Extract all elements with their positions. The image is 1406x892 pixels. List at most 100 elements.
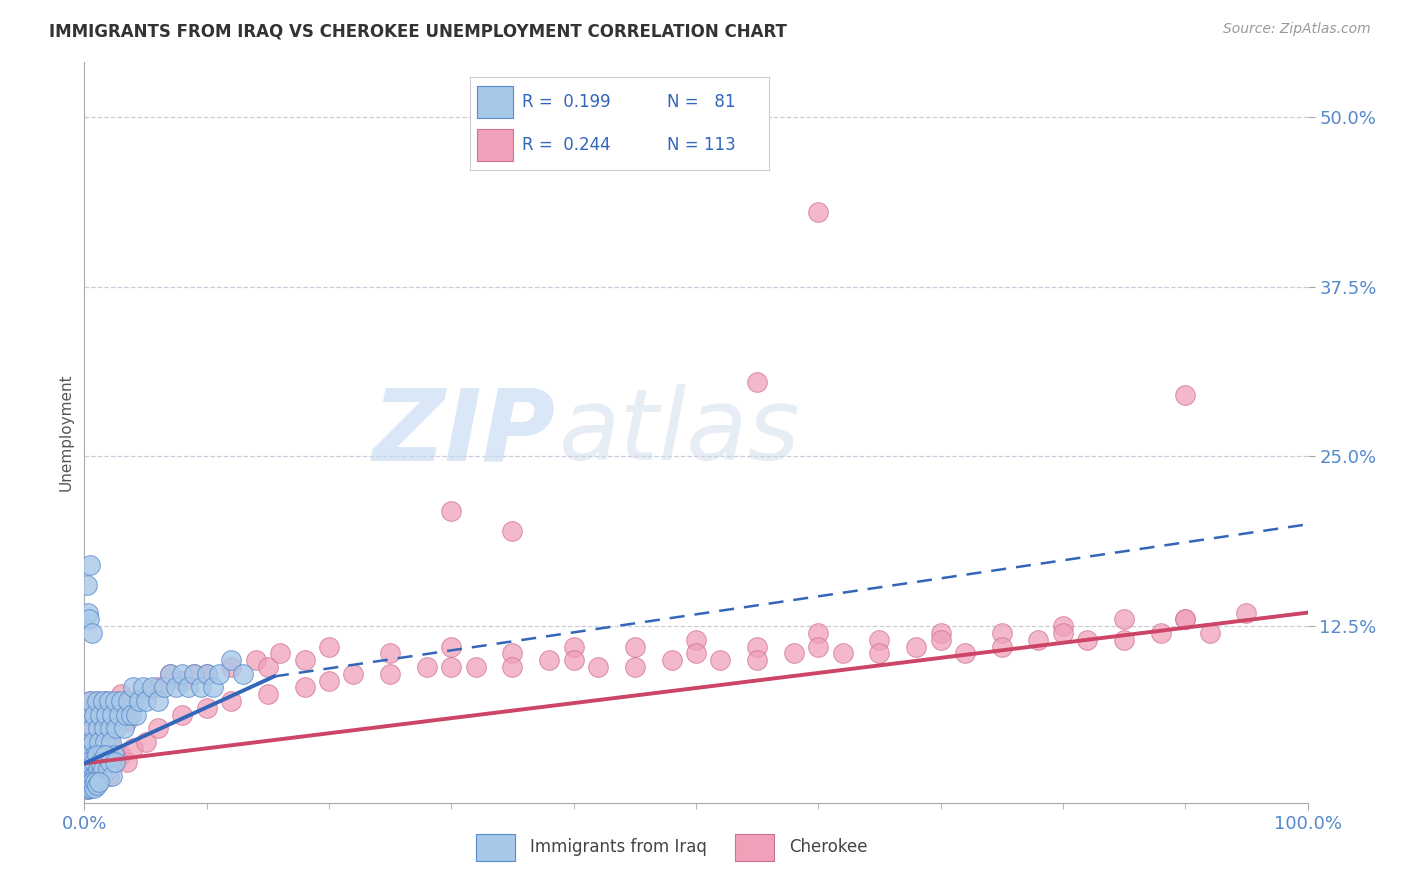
Point: [502, 524, 524, 538]
Point: [1174, 612, 1197, 626]
Point: [84, 748, 107, 763]
Text: Source: ZipAtlas.com: Source: ZipAtlas.com: [1223, 22, 1371, 37]
Point: [79, 769, 101, 783]
Point: [257, 660, 280, 674]
Point: [1150, 626, 1173, 640]
Point: [77, 755, 100, 769]
Point: [83, 755, 105, 769]
Point: [82, 777, 104, 791]
Point: [953, 646, 976, 660]
Point: [464, 660, 486, 674]
Point: [79, 775, 101, 789]
Point: [79, 558, 101, 572]
Point: [146, 721, 169, 735]
Point: [91, 721, 114, 735]
Point: [562, 640, 585, 654]
Point: [77, 762, 100, 776]
Point: [84, 769, 107, 783]
Point: [80, 626, 103, 640]
Point: [101, 769, 124, 783]
Point: [84, 775, 107, 789]
Point: [153, 681, 176, 695]
Point: [685, 632, 707, 647]
Point: [624, 660, 647, 674]
Point: [538, 653, 561, 667]
Point: [929, 632, 952, 647]
Point: [83, 700, 105, 714]
Point: [115, 707, 138, 722]
Point: [87, 734, 110, 748]
Point: [190, 681, 212, 695]
Point: [77, 734, 100, 748]
Point: [96, 707, 118, 722]
Point: [90, 748, 112, 763]
Point: [783, 646, 806, 660]
Point: [661, 653, 683, 667]
Point: [86, 755, 108, 769]
Point: [146, 681, 169, 695]
Point: [80, 762, 103, 776]
Point: [105, 721, 128, 735]
Point: [807, 626, 830, 640]
Point: [110, 694, 132, 708]
Point: [98, 721, 121, 735]
Point: [177, 681, 200, 695]
Point: [318, 640, 340, 654]
Point: [991, 640, 1014, 654]
Point: [416, 660, 439, 674]
Point: [1236, 606, 1258, 620]
Text: IMMIGRANTS FROM IRAQ VS CHEROKEE UNEMPLOYMENT CORRELATION CHART: IMMIGRANTS FROM IRAQ VS CHEROKEE UNEMPLO…: [49, 22, 787, 40]
Point: [97, 734, 120, 748]
Point: [1052, 619, 1074, 633]
Point: [269, 646, 291, 660]
Point: [245, 653, 267, 667]
Point: [869, 646, 891, 660]
Point: [122, 741, 145, 756]
Point: [94, 748, 117, 763]
Point: [77, 782, 100, 797]
Point: [201, 681, 224, 695]
Point: [83, 780, 105, 795]
Point: [159, 666, 181, 681]
Point: [905, 640, 928, 654]
Point: [96, 694, 118, 708]
Point: [87, 707, 110, 722]
Point: [1076, 632, 1098, 647]
Point: [586, 660, 609, 674]
Point: [165, 681, 187, 695]
Point: [80, 721, 103, 735]
Point: [132, 681, 155, 695]
Point: [112, 721, 135, 735]
Point: [440, 640, 463, 654]
Point: [502, 646, 524, 660]
Point: [1114, 612, 1136, 626]
Point: [624, 640, 647, 654]
Point: [97, 748, 120, 763]
Point: [104, 755, 127, 769]
Point: [747, 653, 769, 667]
Point: [82, 769, 104, 783]
Point: [122, 694, 145, 708]
Point: [380, 646, 402, 660]
Text: ZIP: ZIP: [373, 384, 555, 481]
Point: [77, 748, 100, 763]
Text: atlas: atlas: [560, 384, 800, 481]
Point: [120, 707, 142, 722]
Point: [77, 780, 100, 795]
Point: [219, 653, 242, 667]
Point: [104, 694, 127, 708]
Point: [84, 769, 107, 783]
Point: [125, 707, 148, 722]
Point: [80, 780, 103, 794]
Point: [747, 375, 769, 389]
Point: [172, 666, 194, 681]
Point: [77, 606, 100, 620]
Point: [135, 694, 157, 708]
Point: [183, 666, 205, 681]
Point: [86, 778, 108, 792]
Point: [87, 721, 110, 735]
Point: [79, 694, 101, 708]
Point: [831, 646, 853, 660]
Point: [82, 734, 104, 748]
Point: [294, 653, 316, 667]
